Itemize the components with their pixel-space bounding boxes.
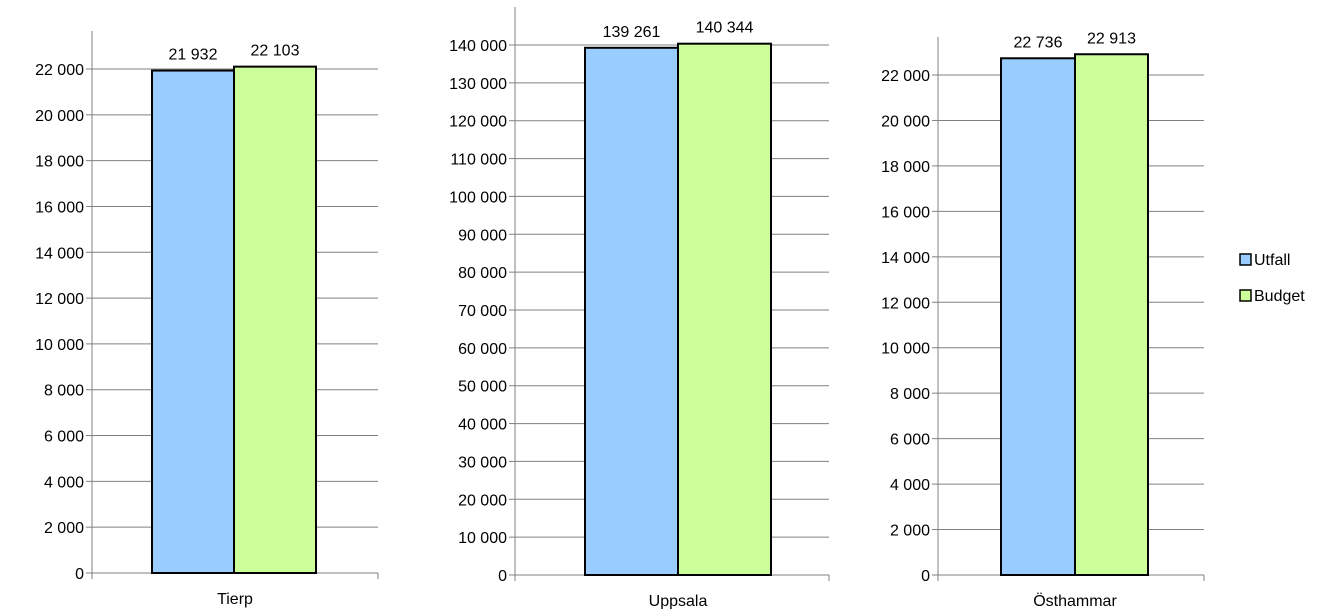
- y-tick-label: 30 000: [458, 454, 507, 471]
- chart-3: 0 2 000 4 000 6 000 8 000 10 000 12 000 14 000 1…: [881, 30, 1205, 609]
- y-tick-label: 10 000: [458, 530, 507, 547]
- legend-label-budget: Budget: [1254, 288, 1305, 305]
- y-tick-label: 130 000: [449, 76, 507, 93]
- data-label-utfall: 21 932: [169, 47, 218, 64]
- y-tick-label: 14 000: [35, 245, 84, 262]
- data-label-utfall: 139 261: [603, 24, 661, 41]
- category-label: Östhammar: [1033, 592, 1117, 609]
- y-tick-label: 22 000: [35, 62, 84, 79]
- y-tick-label: 18 000: [35, 154, 84, 171]
- y-tick-label: 90 000: [458, 227, 507, 244]
- category-label: Uppsala: [649, 593, 708, 609]
- category-label: Tierp: [217, 591, 253, 608]
- bar-budget: [233, 65, 317, 575]
- legend-label-utfall: Utfall: [1254, 252, 1290, 269]
- y-tick-label: 14 000: [881, 250, 930, 267]
- y-tick-label: 16 000: [35, 199, 84, 216]
- y-tick-label: 120 000: [449, 114, 507, 131]
- data-label-budget: 22 913: [1087, 30, 1136, 47]
- y-tick-label: 4 000: [890, 477, 930, 494]
- y-tick-label: 12 000: [35, 291, 84, 308]
- y-tick-label: 12 000: [881, 295, 930, 312]
- bar-budget: [1074, 53, 1149, 576]
- bar-utfall: [584, 46, 679, 576]
- y-tick-label: 2 000: [44, 520, 84, 537]
- y-tick-label: 18 000: [881, 159, 930, 176]
- legend-swatch-budget: [1239, 289, 1252, 302]
- y-tick-label: 10 000: [881, 341, 930, 358]
- y-tick-label: 70 000: [458, 303, 507, 320]
- y-tick-label: 6 000: [890, 432, 930, 449]
- y-tick-label: 60 000: [458, 341, 507, 358]
- bar-utfall: [151, 69, 235, 574]
- chart-2: 0 10 000 20 000 30 000 40 000 50 000 60 000 70 …: [449, 7, 830, 609]
- legend-swatch-utfall: [1239, 253, 1252, 266]
- y-tick-label: 6 000: [44, 429, 84, 446]
- y-tick-label: 0: [75, 566, 84, 583]
- y-tick-label: 20 000: [881, 113, 930, 130]
- legend: Utfall Budget: [1227, 242, 1343, 316]
- y-tick-label: 8 000: [44, 383, 84, 400]
- y-tick-label: 16 000: [881, 204, 930, 221]
- y-tick-label: 50 000: [458, 379, 507, 396]
- bar-budget: [677, 42, 772, 577]
- y-tick-label: 10 000: [35, 337, 84, 354]
- y-tick-label: 140 000: [449, 38, 507, 55]
- y-tick-label: 20 000: [458, 492, 507, 509]
- chart-1: 0 2 000 4 000 6 000 8 000 10 000 12 000 14 000 1…: [35, 31, 379, 608]
- data-label-budget: 22 103: [251, 43, 300, 60]
- y-tick-label: 8 000: [890, 386, 930, 403]
- bar-utfall: [1000, 57, 1076, 577]
- y-tick-label: 100 000: [449, 189, 507, 206]
- y-tick-label: 20 000: [35, 108, 84, 125]
- y-tick-label: 0: [921, 568, 930, 585]
- y-tick-label: 80 000: [458, 265, 507, 282]
- y-tick-label: 4 000: [44, 474, 84, 491]
- y-tick-label: 110 000: [450, 152, 507, 169]
- y-tick-label: 0: [498, 568, 507, 585]
- y-tick-label: 2 000: [890, 523, 930, 540]
- y-tick-label: 22 000: [881, 68, 930, 85]
- y-tick-label: 40 000: [458, 417, 507, 434]
- data-label-budget: 140 344: [696, 20, 754, 37]
- data-label-utfall: 22 736: [1014, 34, 1063, 51]
